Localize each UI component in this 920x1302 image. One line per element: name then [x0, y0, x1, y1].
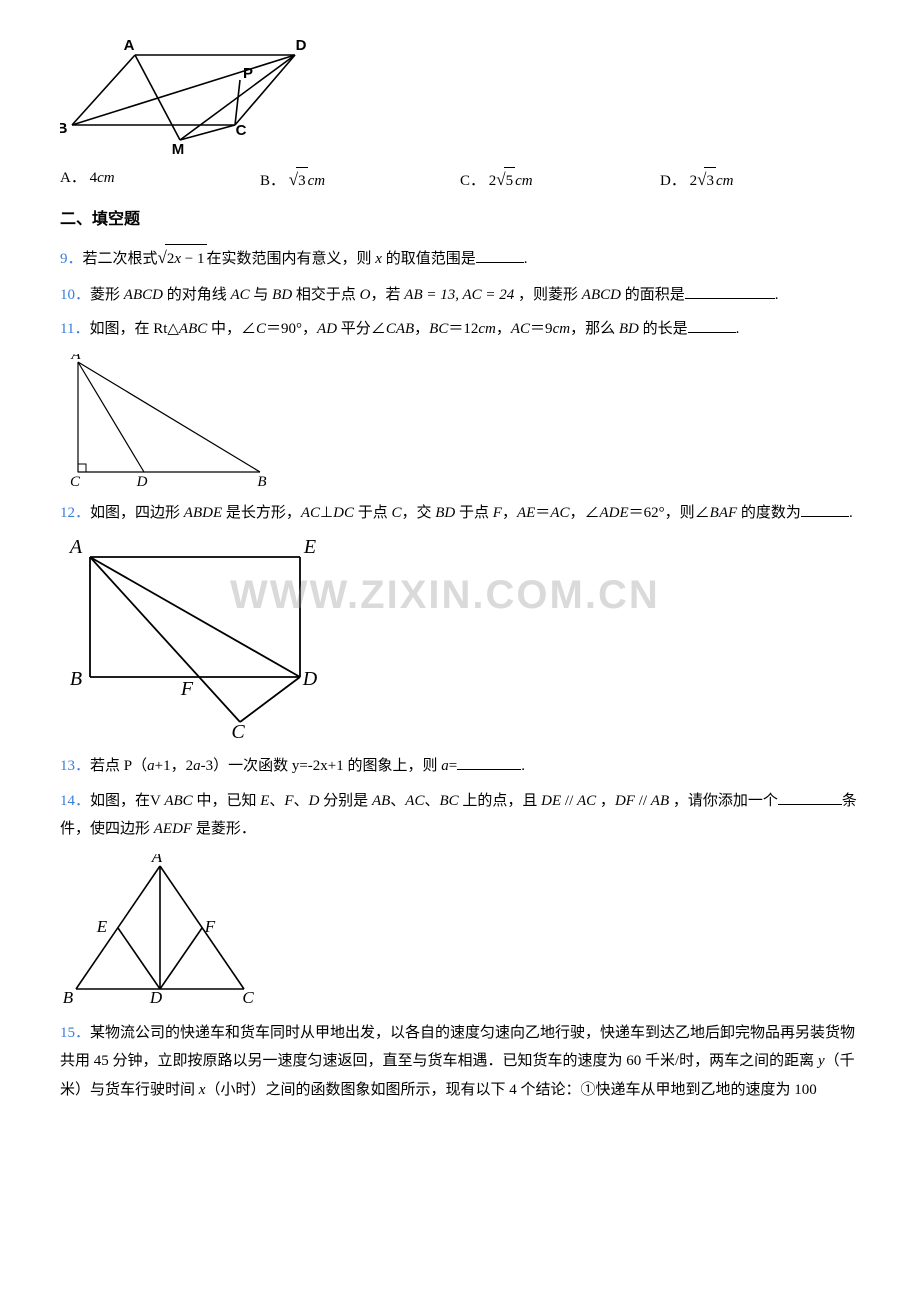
svg-text:C: C — [242, 988, 254, 1007]
option-d: D． 2√3cm — [660, 165, 860, 196]
problem-13: 13．若点 P（a+1，2a-3）一次函数 y=-2x+1 的图象上，则 a=. — [60, 752, 860, 781]
problem-14: 14．如图，在V ABC 中，已知 E、F、D 分别是 AB、AC、BC 上的点… — [60, 787, 860, 844]
qnum-13: 13． — [60, 758, 90, 774]
blank-11 — [688, 317, 736, 334]
opt-a-val: 4cm — [90, 170, 115, 186]
option-a: A． 4cm — [60, 165, 260, 196]
svg-text:C: C — [231, 721, 245, 742]
svg-text:D: D — [149, 988, 163, 1007]
svg-text:B: B — [257, 474, 266, 489]
opt-d-prefix: D． — [660, 173, 686, 189]
svg-text:B: B — [70, 668, 82, 690]
svg-text:A: A — [68, 537, 83, 558]
svg-text:D: D — [296, 40, 307, 54]
section-2-header: 二、填空题 — [60, 206, 860, 235]
figure-triangle-aedf: A B C D E F — [60, 854, 860, 1009]
opt-a-prefix: A． — [60, 170, 86, 186]
svg-text:P: P — [243, 65, 253, 82]
svg-text:F: F — [204, 917, 216, 936]
svg-text:A: A — [151, 854, 163, 866]
svg-text:B: B — [63, 988, 74, 1007]
opt-c-prefix: C． — [460, 173, 485, 189]
figure-parallelogram: A D B C M P — [60, 40, 860, 155]
figure-triangle-abc: A C D B — [60, 354, 860, 489]
svg-text:B: B — [60, 120, 68, 137]
options-row-q8: A． 4cm B． √3cm C． 2√5cm D． 2√3cm — [60, 165, 860, 196]
option-b: B． √3cm — [260, 165, 460, 196]
svg-text:F: F — [180, 678, 194, 700]
qnum-15: 15． — [60, 1025, 90, 1041]
svg-text:M: M — [172, 141, 185, 155]
svg-text:D: D — [136, 474, 148, 489]
problem-10: 10．菱形 ABCD 的对角线 AC 与 BD 相交于点 O，若 AB = 13… — [60, 281, 860, 310]
problem-9: 9．若二次根式√2x − 1在实数范围内有意义，则 x 的取值范围是. — [60, 242, 860, 274]
blank-14 — [778, 788, 842, 805]
blank-13 — [457, 754, 521, 771]
opt-b-prefix: B． — [260, 173, 285, 189]
blank-9 — [476, 247, 524, 264]
problem-15: 15．某物流公司的快递车和货车同时从甲地出发，以各自的速度匀速向乙地行驶，快递车… — [60, 1019, 860, 1105]
sqrt-expr-9: √2x − 1 — [158, 242, 207, 274]
qnum-12: 12． — [60, 505, 90, 521]
problem-11: 11．如图，在 Rt△ABC 中，∠C＝90°，AD 平分∠CAB，BC＝12c… — [60, 315, 860, 344]
svg-text:A: A — [70, 354, 81, 363]
svg-text:D: D — [302, 668, 318, 690]
svg-text:A: A — [124, 40, 135, 54]
svg-text:E: E — [303, 537, 316, 558]
svg-text:C: C — [70, 474, 81, 489]
problem-12: 12．如图，四边形 ABDE 是长方形，AC⊥DC 于点 C，交 BD 于点 F… — [60, 499, 860, 528]
qnum-11: 11． — [60, 321, 89, 337]
qnum-9: 9． — [60, 251, 83, 267]
option-c: C． 2√5cm — [460, 165, 660, 196]
svg-text:E: E — [96, 917, 108, 936]
blank-12 — [801, 500, 849, 517]
figure-rect-abde: AEBDFC WWW.ZIXIN.COM.CN — [60, 537, 860, 742]
svg-text:C: C — [236, 122, 247, 139]
circled-1: ① — [580, 1082, 595, 1098]
qnum-14: 14． — [60, 793, 90, 809]
qnum-10: 10． — [60, 287, 90, 303]
blank-10 — [685, 282, 775, 299]
